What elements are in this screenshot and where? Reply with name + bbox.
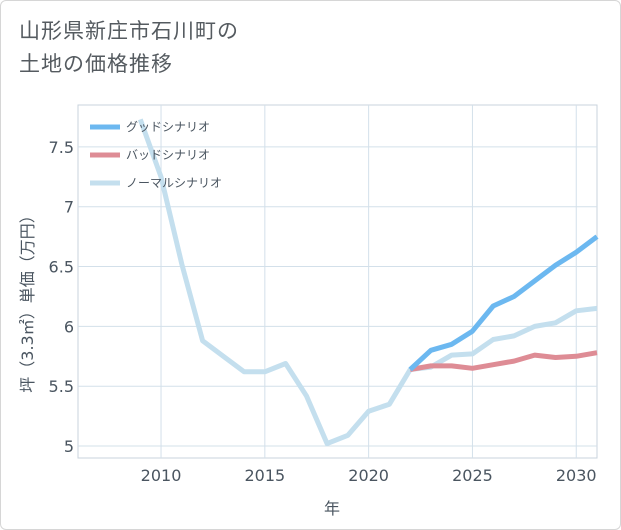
y-tick-label: 7 — [64, 198, 74, 217]
gridlines — [78, 105, 597, 458]
x-axis-title: 年 — [324, 499, 340, 518]
chart-title-line1: 山形県新庄市石川町の — [19, 19, 239, 43]
series-line-bad — [409, 350, 598, 372]
legend-label-good: グッドシナリオ — [126, 120, 210, 134]
y-tick-label: 5.5 — [49, 377, 74, 396]
plot-area — [77, 104, 598, 459]
y-tick-label: 6.5 — [49, 258, 74, 277]
series-lines — [137, 118, 599, 447]
chart-title-line2: 土地の価格推移 — [19, 52, 173, 76]
chart-title: 山形県新庄市石川町の 土地の価格推移 — [19, 15, 239, 81]
x-tick-label: 2030 — [556, 466, 597, 485]
legend-label-normal: ノーマルシナリオ — [126, 176, 222, 190]
y-axis-ticks: 5 5.5 6 6.5 7 7.5 — [49, 138, 74, 456]
legend-label-bad: バッドシナリオ — [126, 148, 210, 162]
x-tick-label: 2020 — [348, 466, 389, 485]
x-axis-ticks: 2010 2015 2020 2025 2030 — [141, 466, 597, 485]
x-tick-label: 2025 — [452, 466, 493, 485]
y-tick-label: 5 — [64, 437, 74, 456]
y-axis-title: 坪（3.3㎡）単価（万円） — [18, 207, 37, 392]
plot-frame — [77, 104, 598, 459]
x-tick-label: 2015 — [244, 466, 285, 485]
y-tick-label: 7.5 — [49, 138, 74, 157]
x-tick-label: 2010 — [141, 466, 182, 485]
series-line-normal — [137, 118, 598, 447]
series-line-good — [408, 234, 599, 372]
y-tick-label: 6 — [64, 317, 74, 336]
